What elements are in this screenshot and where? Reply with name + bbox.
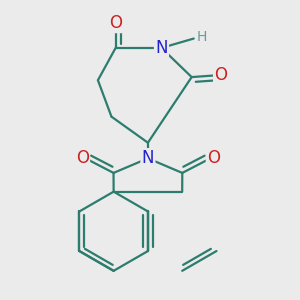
- Text: H: H: [196, 30, 207, 44]
- Text: N: N: [155, 39, 168, 57]
- Text: O: O: [109, 14, 122, 32]
- Text: O: O: [76, 149, 89, 167]
- Text: N: N: [142, 149, 154, 167]
- Text: O: O: [214, 66, 227, 84]
- Text: O: O: [207, 149, 220, 167]
